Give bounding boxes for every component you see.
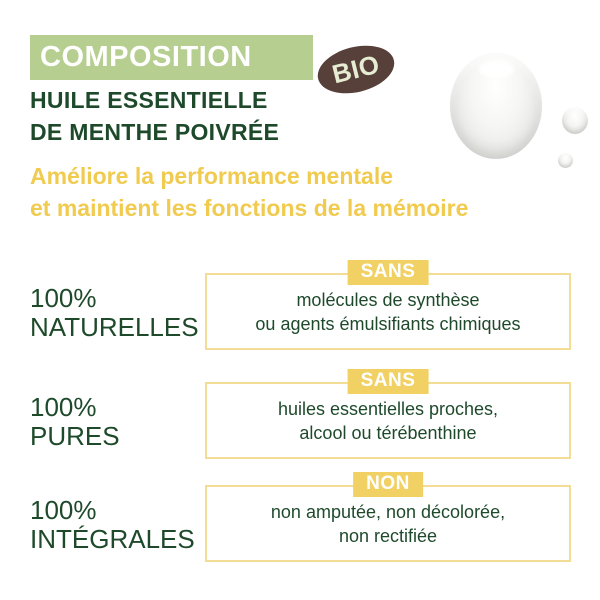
oil-droplet-large	[450, 53, 542, 159]
bio-badge-label: BIO	[329, 48, 383, 90]
row-badge-sans-2: SANS	[347, 369, 429, 394]
composition-banner: COMPOSITION	[30, 35, 313, 80]
row-percent: 100%	[30, 495, 97, 525]
row-desc-line2: ou agents émulsifiants chimiques	[255, 313, 521, 334]
row-label-pures: 100% PURES	[30, 393, 120, 451]
oil-droplet-medium	[562, 107, 588, 134]
row-box-naturelles: molécules de synthèse ou agents émulsifi…	[205, 273, 571, 350]
product-title-line1: HUILE ESSENTIELLE	[30, 87, 268, 113]
row-quality: PURES	[30, 421, 120, 451]
row-quality: NATURELLES	[30, 312, 199, 342]
bio-badge: BIO	[312, 38, 400, 101]
row-label-naturelles: 100% NATURELLES	[30, 284, 199, 342]
row-quality: INTÉGRALES	[30, 524, 195, 554]
benefit-subtitle: Améliore la performance mentale et maint…	[30, 160, 468, 224]
row-desc-line2: non rectifiée	[338, 525, 438, 546]
composition-row-naturelles: 100% NATURELLES SANS molécules de synthè…	[0, 260, 600, 366]
oil-droplet-small	[558, 153, 573, 168]
row-box-integrales: non amputée, non décolorée, non rectifié…	[205, 485, 571, 562]
row-badge-sans-1: SANS	[347, 260, 429, 285]
row-badge-non: NON	[353, 472, 423, 497]
row-desc-line1: molécules de synthèse	[296, 289, 480, 310]
row-desc-line1: huiles essentielles proches,	[277, 398, 499, 419]
benefit-subtitle-line2: et maintient les fonctions de la mémoire	[30, 195, 469, 221]
benefit-subtitle-line1: Améliore la performance mentale	[30, 163, 394, 189]
composition-row-integrales: 100% INTÉGRALES NON non amputée, non déc…	[0, 472, 600, 578]
droplet-highlight	[479, 60, 515, 79]
composition-row-pures: 100% PURES SANS huiles essentielles proc…	[0, 369, 600, 475]
row-label-integrales: 100% INTÉGRALES	[30, 496, 195, 554]
row-percent: 100%	[30, 392, 97, 422]
row-desc-line2: alcool ou térébenthine	[299, 422, 477, 443]
product-title: HUILE ESSENTIELLE DE MENTHE POIVRÉE	[30, 84, 279, 148]
row-desc-line1: non amputée, non décolorée,	[270, 501, 506, 522]
row-percent: 100%	[30, 283, 97, 313]
product-title-line2: DE MENTHE POIVRÉE	[30, 119, 280, 145]
composition-banner-label: COMPOSITION	[40, 41, 252, 73]
row-box-pures: huiles essentielles proches, alcool ou t…	[205, 382, 571, 459]
